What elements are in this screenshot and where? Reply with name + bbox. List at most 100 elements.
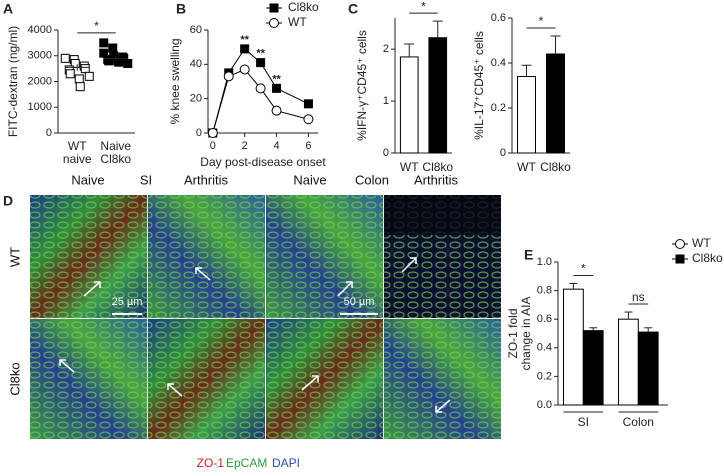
x-tick-label: WT xyxy=(517,160,536,174)
bar xyxy=(428,37,448,154)
marker xyxy=(255,83,266,94)
marker xyxy=(240,44,250,54)
y-tick-label: 3000 xyxy=(28,50,52,62)
marker xyxy=(99,48,109,58)
x-tick-label: 2 xyxy=(242,140,248,152)
marker xyxy=(99,38,109,48)
y-tick-label: 0.4 xyxy=(537,342,552,354)
marker xyxy=(65,69,75,79)
x-tick-label: WT xyxy=(400,160,419,174)
scale-label: 50 µm xyxy=(344,296,375,308)
y-tick-label: 20 xyxy=(190,93,202,105)
x-tick-label: 6 xyxy=(305,140,311,152)
x-tick-label: naive xyxy=(63,152,92,166)
bar xyxy=(517,76,536,154)
significance-label: * xyxy=(94,19,99,33)
y-tick-label: 0.6 xyxy=(537,313,552,325)
column-header: Arthritis xyxy=(414,172,459,187)
cell-texture xyxy=(30,195,501,439)
legend-marker xyxy=(675,254,685,264)
x-tick-label: 4 xyxy=(273,140,279,152)
legend-label: Cl8ko xyxy=(288,0,319,14)
bar xyxy=(618,318,639,406)
y-tick-label: 0 xyxy=(196,127,202,139)
tissue-label: Colon xyxy=(355,172,389,187)
x-tick-label: Cl8ko xyxy=(100,152,131,166)
column-header: Arthritis xyxy=(184,172,229,187)
marker xyxy=(75,82,85,92)
panel-letter: E xyxy=(524,247,533,263)
y-tick-label: 0 xyxy=(500,147,506,159)
bar xyxy=(637,331,659,406)
marker xyxy=(239,64,250,75)
column-header: Naive xyxy=(293,172,326,187)
x-axis-label: Day post-disease onset xyxy=(200,155,326,169)
y-tick-label: 2000 xyxy=(28,75,52,87)
marker xyxy=(271,105,282,116)
y-tick-label: 1 xyxy=(383,95,389,107)
marker xyxy=(108,43,118,53)
y-tick-label: 0.0 xyxy=(537,399,552,411)
legend-label: Cl8ko xyxy=(692,251,723,265)
significance-label: ** xyxy=(256,48,265,60)
y-tick-label: 0.8 xyxy=(537,285,552,297)
significance-label: * xyxy=(581,262,586,276)
x-tick-label: WT xyxy=(68,139,87,153)
y-axis-label: %IFN-γ⁺CD45⁺ cells xyxy=(355,30,369,141)
significance-label: * xyxy=(421,0,426,13)
marker xyxy=(74,74,84,84)
panel-letter: B xyxy=(176,1,186,17)
y-tick-label: 0 xyxy=(46,127,52,139)
marker xyxy=(80,64,90,74)
y-axis-label: change in AIA xyxy=(519,296,533,370)
x-tick-label: SI xyxy=(578,415,589,429)
arrows xyxy=(59,257,451,413)
x-tick-label: Naive xyxy=(100,139,131,153)
y-tick-label: 1000 xyxy=(28,101,52,113)
y-tick-label: 0 xyxy=(383,147,389,159)
y-tick-label: 0.6 xyxy=(491,12,506,24)
row-label: Cl8ko xyxy=(7,362,22,395)
lumen xyxy=(384,195,501,235)
y-tick-label: 0.4 xyxy=(491,57,506,69)
row-label: WT xyxy=(7,247,22,267)
y-tick-label: 4000 xyxy=(28,24,52,36)
column-header: Naive xyxy=(71,172,104,187)
series-line xyxy=(212,68,309,134)
marker xyxy=(272,83,282,93)
marker xyxy=(303,114,314,125)
significance-label: ns xyxy=(632,290,645,304)
marker xyxy=(84,71,94,81)
y-axis-label: %IL-17⁺CD45⁺ cells xyxy=(472,31,486,140)
marker xyxy=(207,128,218,138)
y-axis-label: FITC-dextran (ng/ml) xyxy=(6,26,20,137)
y-tick-label: 0.2 xyxy=(537,370,552,382)
y-tick-label: 2 xyxy=(383,43,389,55)
bar xyxy=(399,56,419,154)
marker xyxy=(60,53,70,63)
y-tick-label: 1.0 xyxy=(537,256,552,268)
panel-letter: A xyxy=(3,1,13,17)
legend-marker xyxy=(269,3,279,13)
marker xyxy=(256,58,266,68)
legend-marker xyxy=(675,239,685,249)
y-tick-label: 0.2 xyxy=(491,102,506,114)
legend-marker xyxy=(269,18,279,28)
marker xyxy=(123,58,133,68)
x-tick-label: Cl8ko xyxy=(540,160,571,174)
legend-label: WT xyxy=(692,236,711,250)
micrograph-grid: 25 µm 50 µm Naive Arthritis Naive Arthri… xyxy=(7,172,501,470)
x-tick-label: Colon xyxy=(623,415,654,429)
y-tick-label: 40 xyxy=(190,58,202,70)
panel-letter: C xyxy=(348,1,358,17)
stain-label: EpCAM xyxy=(226,456,267,470)
panel-letter: D xyxy=(3,193,13,209)
x-tick-label: Cl8ko xyxy=(422,160,453,174)
bar xyxy=(563,288,584,406)
marker xyxy=(303,99,313,109)
y-axis-label: % knee swelling xyxy=(168,38,182,124)
marker xyxy=(223,71,234,82)
scale-label: 25 µm xyxy=(112,296,143,308)
significance-label: ** xyxy=(240,34,249,46)
